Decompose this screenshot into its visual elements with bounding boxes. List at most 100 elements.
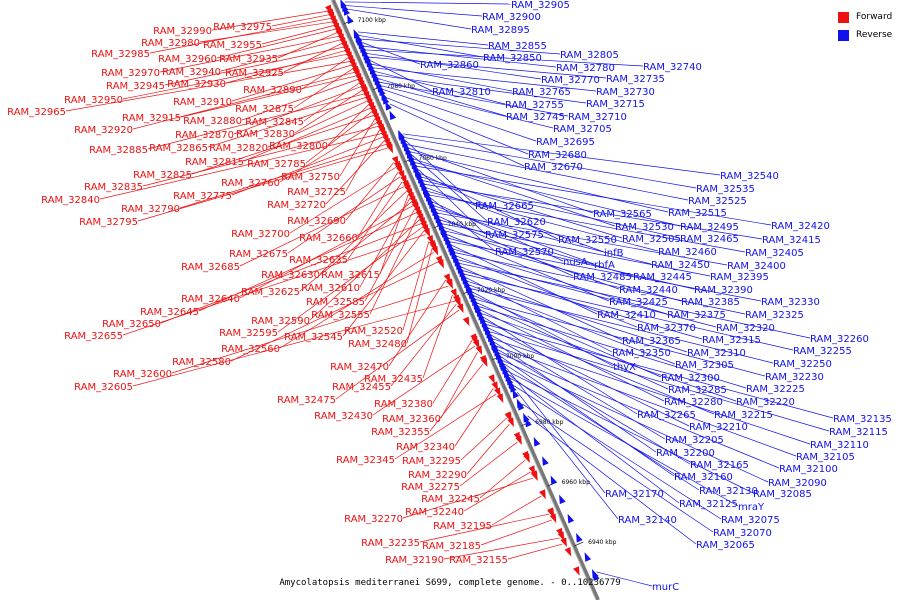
gene-label: RAM_32280 [664,397,723,408]
gene-label: RAM_32185 [422,541,481,552]
legend-forward[interactable]: Forward [838,8,892,26]
gene-label: RAM_32250 [773,359,832,370]
gene-label: RAM_32465 [680,234,739,245]
gene-callout-line [432,339,473,404]
gene-callout-line [231,136,383,196]
gene-arrow-minor [344,47,351,58]
axis-tick-label: 7000 kbp [506,353,534,360]
gene-label: RAM_32985 [91,49,150,60]
gene-arrow-minor [355,33,363,44]
gene-label: RAM_32815 [185,157,244,168]
gene-arrow-minor [508,379,515,389]
gene-callout-line [216,28,336,59]
gene-label: RAM_32255 [793,346,852,357]
gene-callout-line [493,338,811,445]
gene-label: thyX [613,362,636,373]
gene-label: RAM_32940 [162,67,221,78]
gene-arrow [431,245,439,256]
gene-callout-line [417,166,772,226]
gene-callout-line [344,1,512,5]
axis-tick [573,541,584,547]
gene-label: RAM_32865 [149,143,208,154]
gene-arrow-minor [533,437,541,447]
gene-label: RAM_32480 [348,339,407,350]
gene-label: RAM_32485 [573,272,632,283]
gene-label: RAM_32605 [74,382,133,393]
gene-arrow-minor [488,374,495,384]
gene-label: RAM_32925 [225,68,284,79]
gene-label: RAM_32290 [408,470,467,481]
gene-label: RAM_32275 [401,482,460,493]
gene-arrow-minor [465,283,473,293]
gene-label: RAM_32695 [536,137,595,148]
gene-arrow [475,345,483,355]
gene-label: RAM_32110 [810,440,869,451]
gene-label: RAM_32415 [762,235,821,246]
gene-label: RAM_32610 [301,283,360,294]
gene-arrow-minor [525,417,532,428]
gene-callout-line [438,212,728,266]
gene-label: RAM_32565 [593,209,652,220]
gene-callout-line [390,303,457,387]
gene-callout-line [495,342,657,453]
gene-label: RAM_32655 [64,331,123,342]
gene-arrow-minor [516,398,524,409]
gene-label: RAM_32320 [716,323,775,334]
gene-arrow-minor [398,129,405,140]
gene-arrow [507,417,514,427]
gene-label: RAM_32540 [720,171,779,182]
gene-label: RAM_32805 [560,50,619,61]
gene-label: RAM_32355 [371,427,430,438]
gene-label: RAM_32700 [231,229,290,240]
gene-label: RAM_32980 [141,38,200,49]
gene-callout-line [516,391,619,520]
gene-callout-line [471,288,774,364]
gene-label: RAM_32160 [674,472,733,483]
gene-callout-line [335,309,460,400]
gene-arrow-minor [347,14,354,25]
gene-label: RAM_32710 [568,112,627,123]
gene-arrow [560,537,567,547]
gene-label: RAM_32265 [637,410,696,421]
gene-callout-line [485,320,715,415]
gene-callout-line [527,415,697,545]
gene-label: RAM_32595 [219,328,278,339]
gene-label: RAM_32165 [690,460,749,471]
gene-callout-line [378,78,507,117]
gene-callout-line [422,294,453,379]
gene-label: RAM_32935 [219,54,278,65]
gene-callout-line [455,252,746,315]
gene-label: RAM_32790 [121,204,180,215]
gene-callout-line [267,100,367,148]
gene-label: RAM_32650 [102,319,161,330]
gene-label: RAM_32780 [556,63,615,74]
gene-callout-line [488,328,690,427]
gene-label: RAM_32575 [485,230,544,241]
legend-reverse[interactable]: Reverse [838,26,892,44]
gene-label: RAM_32885 [89,145,148,156]
gene-callout-line [514,385,722,520]
gene-callout-line [137,147,388,222]
gene-callout-line [487,324,834,419]
gene-label: RAM_32975 [213,22,272,33]
gene-label: RAM_32545 [284,332,343,343]
gene-label: RAM_32880 [183,116,242,127]
gene-callout-line [461,266,623,341]
gene-callout-line [132,300,456,387]
gene-callout-line [287,176,401,254]
gene-arrow-minor [431,206,439,217]
legend-forward-label: Forward [856,12,893,22]
gene-label: RAM_32600 [113,369,172,380]
gene-label: RAM_32750 [281,172,340,183]
gene-callout-line [480,519,552,546]
gene-arrow-minor [457,264,464,274]
gene-label: RAM_32555 [311,310,370,321]
gene-label: RAM_32635 [289,255,348,266]
gene-callout-line [381,85,554,129]
gene-label: RAM_32300 [661,373,720,384]
gene-label: RAM_32340 [396,442,455,453]
gene-label: RAM_32475 [277,395,336,406]
gene-callout-line [465,274,794,351]
gene-callout-line [375,71,506,105]
gene-label: RAM_32070 [713,528,772,539]
